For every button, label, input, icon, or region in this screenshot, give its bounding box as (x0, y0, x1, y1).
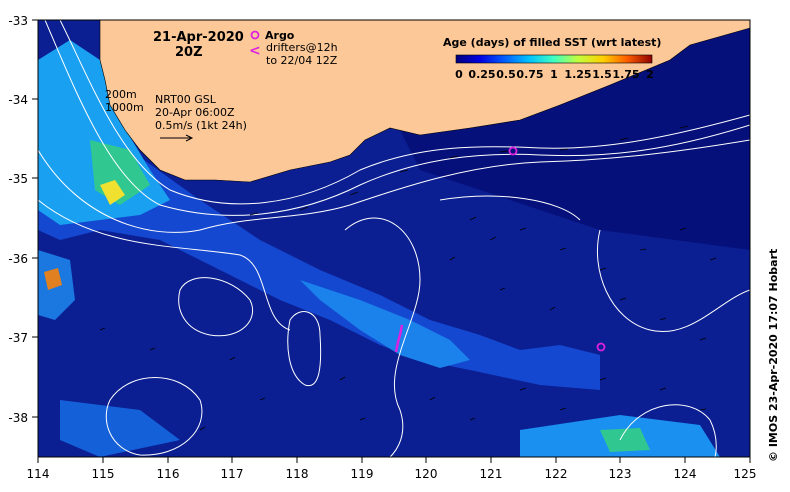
legend-tick: 1.5 (592, 68, 612, 81)
currents-model-label: NRT00 GSL (155, 93, 217, 106)
y-tick-label: -38 (8, 411, 28, 425)
legend-tick: 2 (646, 68, 654, 81)
x-tick-label: 121 (480, 467, 503, 481)
legend-tick: 0.25 (468, 68, 495, 81)
x-tick-label: 115 (92, 467, 115, 481)
y-tick-labels: -33 -34 -35 -36 -37 -38 (8, 14, 28, 425)
southwest-patch (60, 400, 180, 457)
y-tick-label: -33 (8, 14, 28, 28)
x-tick-label: 120 (415, 467, 438, 481)
y-tick-label: -37 (8, 331, 28, 345)
x-tick-label: 118 (286, 467, 309, 481)
deep-ocean-region (400, 20, 750, 250)
legend-tick: 0.5 (496, 68, 516, 81)
x-tick-label: 123 (609, 467, 632, 481)
plot-frame (37, 19, 751, 458)
map-field (38, 20, 750, 457)
legend-tick: 1.25 (564, 68, 591, 81)
legend-colorbar (455, 54, 653, 64)
drifter-track (394, 324, 404, 353)
legend-tick-labels: 0 0.25 0.5 0.75 1 1.25 1.5 1.75 2 (455, 68, 654, 81)
x-tick-label: 124 (674, 467, 697, 481)
legend-tick: 1.75 (612, 68, 639, 81)
y-axis (32, 19, 38, 418)
x-axis (37, 457, 751, 463)
argo-label: Argo (265, 29, 295, 42)
x-tick-label: 116 (157, 467, 180, 481)
scale-arrow-icon (160, 134, 194, 142)
credit-label: © IMOS 23-Apr-2020 17:07 Hobart (767, 249, 780, 462)
x-tick-label: 122 (545, 467, 568, 481)
y-tick-label: -36 (8, 252, 28, 266)
y-tick-label: -34 (8, 93, 28, 107)
west-orange-patch (44, 268, 62, 290)
current-arrows (99, 125, 717, 431)
south-green-patch (600, 428, 650, 452)
x-tick-label: 117 (221, 467, 244, 481)
drifters-label-line2: to 22/04 12Z (266, 54, 338, 67)
legend-tick: 0 (455, 68, 463, 81)
drifters-label-line1: drifters@12h (266, 41, 338, 54)
x-tick-label: 125 (734, 467, 757, 481)
drifters-legend-icon: < (249, 43, 261, 59)
contour-label-1000m: 1000m (105, 101, 144, 114)
argo-legend-icon (250, 30, 260, 40)
bathymetry-contours (38, 20, 750, 457)
x-tick-label: 119 (351, 467, 374, 481)
contour-label-200m: 200m (105, 88, 137, 101)
x-tick-label: 114 (27, 467, 50, 481)
argo-float-marker (596, 342, 606, 352)
legend-tick: 0.75 (516, 68, 543, 81)
argo-float-marker (508, 146, 518, 156)
currents-date-label: 20-Apr 06:00Z (155, 106, 235, 119)
legend-tick: 1 (550, 68, 558, 81)
plume-core (300, 280, 470, 368)
y-tick-label: -35 (8, 172, 28, 186)
x-tick-labels: 114 115 116 117 118 119 120 121 122 123 … (27, 467, 757, 481)
map-time: 20Z (175, 45, 203, 60)
legend-title: Age (days) of filled SST (wrt latest) (443, 36, 661, 49)
currents-scale-label: 0.5m/s (1kt 24h) (155, 119, 247, 132)
coastal-yellow-patch (100, 180, 125, 205)
map-date: 21-Apr-2020 (153, 30, 244, 45)
